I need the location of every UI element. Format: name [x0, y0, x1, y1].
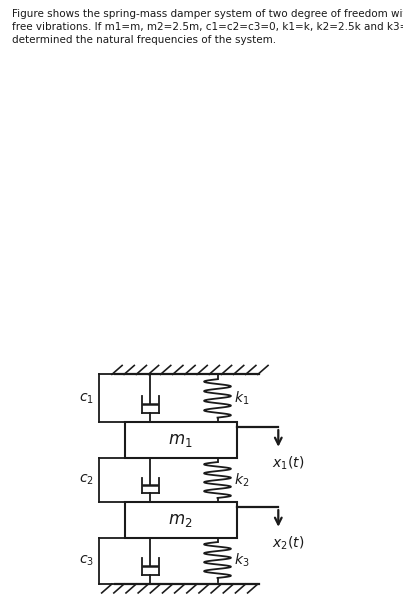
Text: $x_1(t)$: $x_1(t)$: [272, 454, 304, 472]
Text: $c_2$: $c_2$: [79, 473, 94, 487]
FancyBboxPatch shape: [125, 422, 237, 458]
Text: $k_2$: $k_2$: [233, 472, 249, 488]
Text: Figure shows the spring-mass damper system of two degree of freedom with
free vi: Figure shows the spring-mass damper syst…: [12, 9, 403, 46]
Text: $m_2$: $m_2$: [168, 511, 193, 529]
Text: $k_3$: $k_3$: [233, 551, 249, 569]
FancyBboxPatch shape: [125, 502, 237, 538]
Text: $m_1$: $m_1$: [168, 431, 193, 449]
Text: $x_2(t)$: $x_2(t)$: [272, 535, 304, 552]
Text: $c_3$: $c_3$: [79, 554, 94, 568]
Text: $c_1$: $c_1$: [79, 391, 94, 406]
Text: $k_1$: $k_1$: [233, 390, 249, 407]
